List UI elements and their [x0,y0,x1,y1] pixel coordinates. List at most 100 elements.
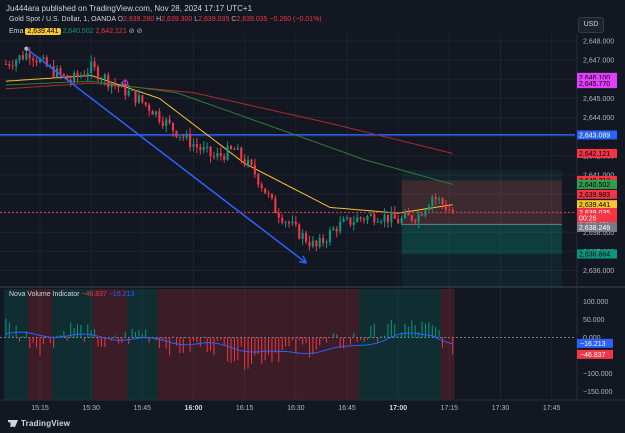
open-label: O [117,16,124,23]
candle-body [400,218,403,224]
candle-body [182,136,185,138]
price-badge [577,148,617,158]
candle-body [154,111,158,115]
candle-body [345,217,349,220]
price-badge-label: 2,646.100 [579,75,610,82]
low-label: L [194,16,199,23]
time-tick-label: 15:45 [134,405,152,412]
candle-body [305,233,308,242]
time-tick-label: 16:45 [338,405,356,412]
candle-body [253,164,256,175]
low-value: 2,639.035 [198,16,230,23]
candle-body [301,233,304,239]
candle-body [264,188,267,194]
ema-slow-line [5,82,453,154]
currency-button[interactable]: USD [578,17,604,33]
price-badge [577,222,617,232]
candle-body [420,214,424,216]
candle-body [131,90,134,92]
candle-body [339,221,342,232]
price-tick-label: 2,638.000 [583,230,614,237]
close-label: C [231,16,237,23]
ema-legend[interactable]: Ema 2,639.441 2,640.502 2,642.121 ⊘ ⊘ [9,27,142,35]
candle-body [216,153,219,157]
trend-anchor-point[interactable] [24,46,29,51]
candle-body [427,205,430,211]
candle-body [62,74,65,76]
candle-body [209,146,212,157]
candle-body [202,147,205,150]
tradingview-logo-icon [8,420,18,427]
candle-body [386,214,389,223]
candle-body [59,68,62,75]
candle-body [366,216,369,221]
indicator-tick-label: 100.000 [583,299,608,306]
price-badge-label: 2,640.502 [579,182,610,189]
settings-icon[interactable]: ⊘ [136,28,143,35]
candle-body [28,53,31,59]
candle-body [117,85,120,88]
candle-body [281,217,284,223]
candle-body [45,57,48,67]
candle-body [318,237,321,247]
price-tick-label: 2,647.000 [583,58,614,65]
candle-body [410,215,413,221]
candle-body [212,156,216,158]
candle-body [247,159,250,166]
trend-line[interactable] [25,48,307,264]
indicator-tick-label: 0.000 [583,335,601,342]
candle-body [103,74,106,80]
candle-body [356,217,359,223]
candle-body [96,67,100,80]
candle-body [438,198,441,200]
candle-body [240,147,243,160]
candle-body [352,222,355,225]
candle-body [8,64,11,66]
candle-body [100,79,103,81]
candle-body [90,61,93,74]
tradingview-brand[interactable]: TradingView [8,419,70,428]
candle-body [223,155,226,160]
visibility-icon[interactable]: ⊘ [128,28,135,35]
candle-body [151,110,154,115]
candle-body [11,65,14,67]
candle-body [308,241,311,247]
price-badge [577,72,617,82]
candle-body [161,121,164,126]
candle-body [284,221,287,223]
publish-line: Ju444ara published on TradingView.com, N… [6,4,253,13]
price-badge-label: 00:26 [579,215,597,222]
indicator-legend[interactable]: Nova Volume Indicator −46.837 −16.213 [9,291,134,298]
position-shadow [401,170,562,287]
candle-body [127,90,130,96]
candle-body [267,193,270,195]
indicator-tick-label: −100.000 [583,371,612,378]
candle-body [69,79,72,83]
candle-body [35,60,38,63]
candle-body [192,144,195,147]
candle-body [4,63,7,65]
ema-mid-value: 2,640.502 [62,28,94,35]
position-target-zone[interactable] [401,224,562,254]
candle-body [171,122,175,131]
candle-body [83,75,86,77]
position-stop-zone[interactable] [401,180,562,225]
footer-bar: TradingView [0,415,625,433]
ema-name: Ema [9,28,24,35]
publish-bar: Ju444ara published on TradingView.com, N… [0,0,625,18]
candle-body [451,209,454,213]
time-tick-label: 16:30 [287,405,305,412]
symbol-legend: Gold Spot / U.S. Dollar, 1, OANDA O2,639… [9,16,322,23]
indicator-band [92,289,127,400]
chart-canvas[interactable]: 2,648.0002,647.0002,646.0002,645.0002,64… [0,0,625,415]
candle-body [229,145,233,149]
candle-body [18,55,21,61]
candle-body [76,72,79,77]
candle-body [315,240,318,247]
indicator-band [440,289,455,400]
indicator-badge-label: −16.213 [580,341,606,348]
candle-body [291,221,294,224]
candle-body [383,214,386,222]
candle-body [342,219,345,222]
candle-body [359,217,362,219]
